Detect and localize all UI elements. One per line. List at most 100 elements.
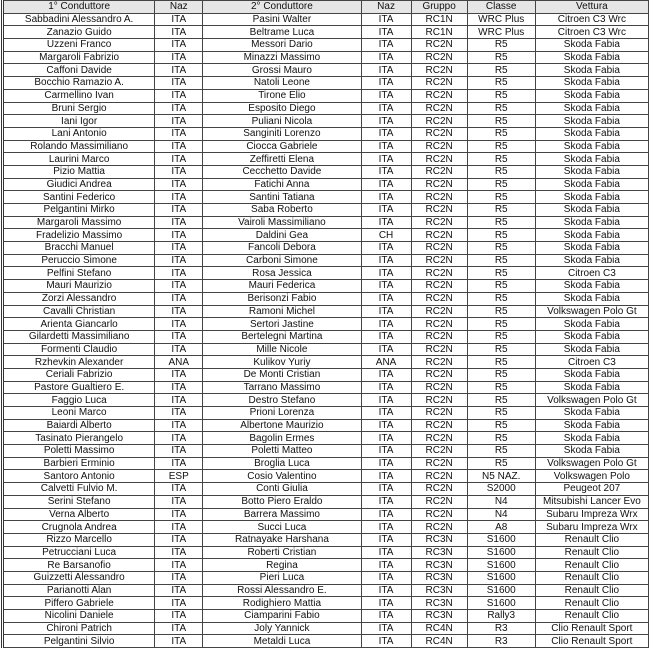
cell-second-driver: Bertelegni Martina (202, 329, 362, 344)
cell-second-nationality: ITA (360, 418, 412, 433)
table-row: Barbieri Erminio ITA Broglia Luca ITA RC2N R5… (1, 456, 650, 471)
cell-second-nationality: CH (360, 228, 412, 243)
cell-group: RC2N (410, 393, 468, 407)
cell-class: WRC Plus (466, 12, 536, 27)
cell-group: RC2N (410, 342, 468, 357)
cell-first-nationality: ITA (154, 38, 204, 52)
cell-first-driver: Formenti Claudio (1, 342, 156, 357)
cell-group: RC2N (410, 126, 468, 141)
cell-group: RC3N (410, 609, 468, 623)
table-row: Bocchio Ramazio A. ITA Natoli Leone ITA RC2N… (1, 76, 650, 90)
cell-first-nationality: ITA (154, 126, 204, 141)
cell-car: Skoda Fabia (534, 38, 650, 52)
cell-second-driver: Vairoli Massimiliano (202, 215, 362, 230)
table-row: Bruni Sergio ITA Esposito Diego ITA RC2N R5 Sk… (1, 101, 650, 116)
table-row: Zanazio Guido ITA Beltrame Luca ITA RC1N WRC … (1, 25, 650, 40)
cell-first-nationality: ITA (154, 50, 204, 65)
cell-first-nationality: ITA (154, 494, 204, 509)
cell-first-driver: Rizzo Marcello (1, 532, 156, 547)
cell-group: RC2N (410, 507, 468, 522)
cell-second-nationality: ITA (360, 177, 412, 192)
cell-car: Skoda Fabia (534, 50, 650, 65)
cell-class: R5 (466, 342, 536, 357)
cell-second-nationality: ITA (360, 266, 412, 281)
cell-second-driver: Daldini Gea (202, 228, 362, 243)
cell-first-nationality: ITA (154, 241, 204, 255)
cell-car: Skoda Fabia (534, 431, 650, 446)
cell-class: N4 (466, 494, 536, 509)
cell-class: R5 (466, 164, 536, 179)
cell-class: R5 (466, 406, 536, 420)
cell-first-driver: Uzzeni Franco (1, 38, 156, 52)
cell-group: RC4N (410, 634, 468, 648)
table-row: Laurini Marco ITA Zeffiretti Elena ITA RC2N R… (1, 152, 650, 166)
cell-second-driver: Pieri Luca (202, 570, 362, 585)
cell-second-nationality: ITA (360, 558, 412, 572)
cell-first-nationality: ITA (154, 203, 204, 217)
cell-first-driver: Parianotti Alan (1, 583, 156, 598)
cell-first-nationality: ITA (154, 76, 204, 90)
cell-class: A8 (466, 520, 536, 534)
column-header-car: Vettura (534, 0, 650, 14)
cell-class: R3 (466, 621, 536, 636)
cell-second-nationality: ITA (360, 583, 412, 598)
cell-first-nationality: ITA (154, 25, 204, 40)
cell-car: Volkswagen Polo Gt (534, 304, 650, 319)
cell-car: Citroen C3 Wrc (534, 12, 650, 27)
cell-first-driver: Sabbadini Alessandro A. (1, 12, 156, 27)
cell-second-driver: Carboni Simone (202, 253, 362, 268)
cell-car: Skoda Fabia (534, 126, 650, 141)
cell-first-nationality: ITA (154, 317, 204, 331)
cell-group: RC2N (410, 228, 468, 243)
cell-car: Clio Renault Sport (534, 634, 650, 648)
cell-group: RC2N (410, 329, 468, 344)
cell-class: R5 (466, 215, 536, 230)
cell-group: RC3N (410, 596, 468, 610)
cell-car: Skoda Fabia (534, 152, 650, 166)
table-row: Tasinato Pierangelo ITA Bagolin Ermes ITA RC… (1, 431, 650, 446)
cell-second-driver: Grossi Mauro (202, 63, 362, 78)
table-row: Gilardetti Massimiliano ITA Bertelegni Mar… (1, 329, 650, 344)
cell-class: S2000 (466, 482, 536, 496)
column-header-class: Classe (466, 0, 536, 14)
table-row: Pastore Gualtiero E. ITA Tarrano Massimo IT… (1, 380, 650, 395)
cell-second-nationality: ANA (360, 355, 412, 369)
cell-second-nationality: ITA (360, 25, 412, 40)
cell-second-nationality: ITA (360, 114, 412, 128)
cell-first-nationality: ITA (154, 114, 204, 128)
cell-second-driver: Minazzi Massimo (202, 50, 362, 65)
cell-second-driver: Bagolin Ermes (202, 431, 362, 446)
cell-second-nationality: ITA (360, 164, 412, 179)
table-row: Crugnola Andrea ITA Succi Luca ITA RC2N A8 Sub… (1, 520, 650, 534)
cell-second-driver: Cecchetto Davide (202, 164, 362, 179)
cell-first-driver: Leoni Marco (1, 406, 156, 420)
table-row: Formenti Claudio ITA Mille Nicole ITA RC2N R5… (1, 342, 650, 357)
cell-class: R5 (466, 63, 536, 78)
cell-class: R5 (466, 355, 536, 369)
cell-second-driver: Fatichi Anna (202, 177, 362, 192)
cell-first-nationality: ITA (154, 431, 204, 446)
cell-class: N4 (466, 507, 536, 522)
cell-first-nationality: ITA (154, 558, 204, 572)
cell-car: Renault Clio (534, 532, 650, 547)
table-row: Pelgantini Mirko ITA Saba Roberto ITA RC2N R5… (1, 203, 650, 217)
cell-second-driver: Prioni Lorenza (202, 406, 362, 420)
cell-group: RC2N (410, 101, 468, 116)
cell-second-nationality: ITA (360, 291, 412, 306)
cell-first-nationality: ITA (154, 520, 204, 534)
cell-group: RC4N (410, 621, 468, 636)
cell-car: Skoda Fabia (534, 444, 650, 458)
cell-second-driver: Puliani Nicola (202, 114, 362, 128)
cell-second-nationality: ITA (360, 152, 412, 166)
cell-second-driver: Santini Tatiana (202, 190, 362, 204)
cell-class: S1600 (466, 570, 536, 585)
table-row: Sabbadini Alessandro A. ITA Pasini Walter I… (1, 12, 650, 27)
cell-second-driver: Destro Stefano (202, 393, 362, 407)
table-row: Petrucciani Luca ITA Roberti Cristian ITA RC… (1, 545, 650, 560)
table-body: Sabbadini Alessandro A. ITA Pasini Walter I… (1, 12, 650, 648)
cell-car: Skoda Fabia (534, 114, 650, 128)
cell-second-driver: Messori Dario (202, 38, 362, 52)
cell-group: RC2N (410, 418, 468, 433)
cell-second-nationality: ITA (360, 634, 412, 648)
cell-car: Volkswagen Polo Gt (534, 393, 650, 407)
